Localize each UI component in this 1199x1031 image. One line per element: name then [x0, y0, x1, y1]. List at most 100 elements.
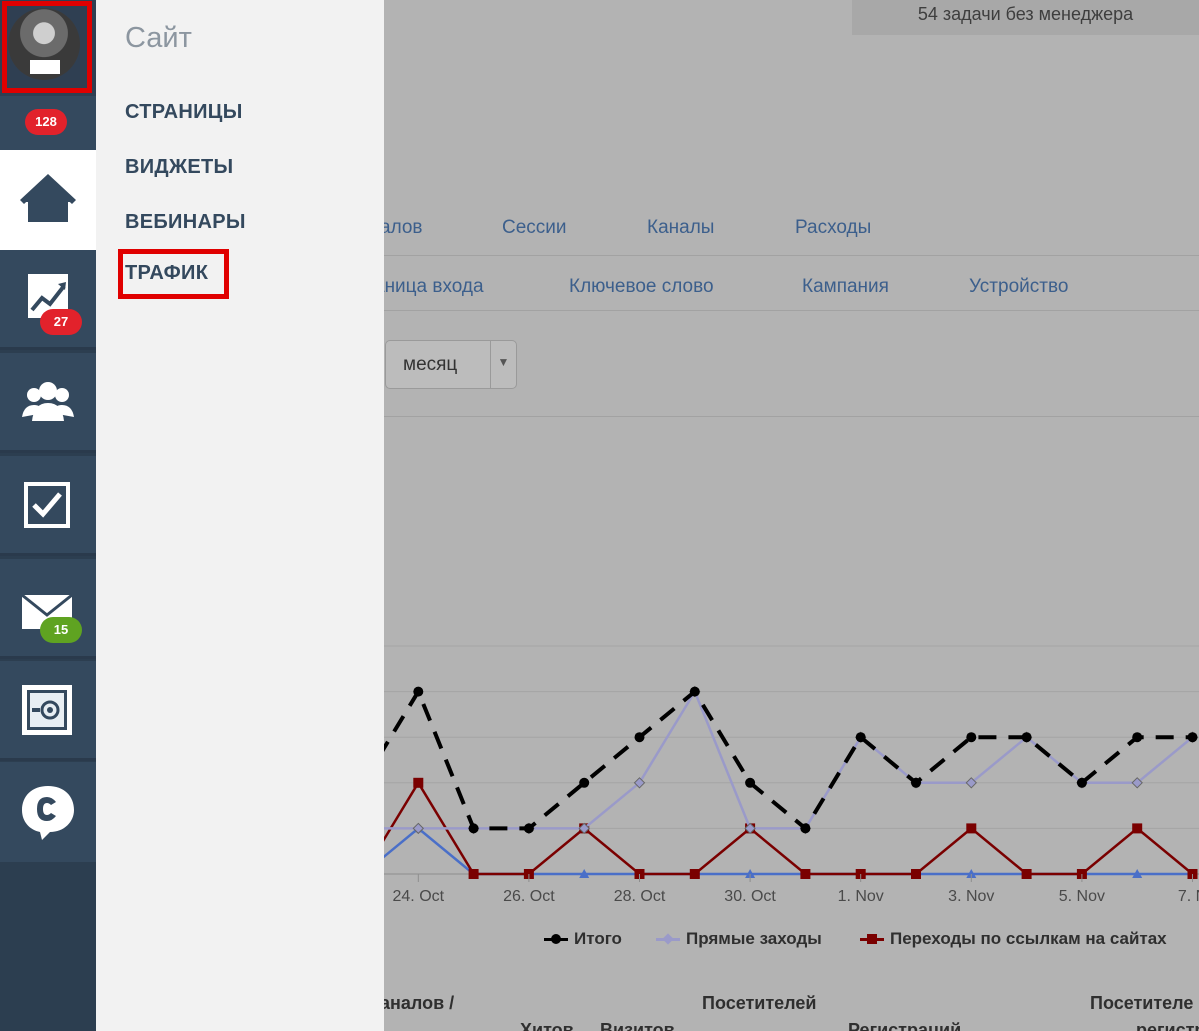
- legend-marker-total: [544, 934, 568, 945]
- tab-channels[interactable]: Каналы: [647, 217, 715, 238]
- data-point-referral: [966, 823, 977, 834]
- sidebar-item-tasks[interactable]: [0, 456, 96, 556]
- menu-title: Сайт: [125, 22, 192, 54]
- sidebar-item-safe[interactable]: [0, 661, 96, 761]
- data-point-direct: [965, 777, 978, 789]
- data-point-referral: [1021, 869, 1032, 879]
- data-point-direct: [412, 822, 425, 835]
- tasks-without-manager[interactable]: 54 задачи без менеджера: [852, 0, 1199, 35]
- data-point-referral: [413, 777, 424, 788]
- data-point-total: [800, 823, 811, 834]
- x-tick-label: 3. Nov: [948, 888, 994, 905]
- period-select-value: месяц: [403, 354, 458, 375]
- data-point-total: [689, 686, 700, 697]
- table-header-visitors: Посетителей: [702, 993, 817, 1013]
- table-header-channels: аналов /: [384, 993, 455, 1013]
- data-point-referral: [800, 869, 811, 879]
- x-tick-label: 24. Oct: [393, 888, 445, 905]
- sidebar-item-chat[interactable]: [0, 762, 96, 862]
- sidebar: 128 27: [0, 0, 96, 1031]
- users-icon: [22, 382, 74, 421]
- tab-landing-page[interactable]: аница входа: [384, 276, 484, 297]
- notifications-badge[interactable]: 128: [25, 109, 67, 135]
- avatar-highlight: [2, 1, 92, 93]
- divider: [384, 416, 1199, 417]
- safe-icon: [22, 685, 72, 735]
- data-point-direct: [633, 777, 646, 789]
- data-point-total: [966, 732, 977, 743]
- tab-keyword[interactable]: Ключевое слово: [569, 276, 714, 297]
- data-point-direct: [744, 822, 756, 835]
- sidebar-item-analytics[interactable]: 27: [0, 250, 96, 350]
- site-menu-panel: Сайт СТРАНИЦЫ ВИДЖЕТЫ ВЕБИНАРЫ ТРАФИК: [96, 0, 384, 1031]
- data-point-total: [413, 686, 424, 697]
- data-point-total: [1021, 732, 1032, 743]
- table-header-visitors-2: Посетителе: [1090, 993, 1194, 1013]
- x-tick-label: 26. Oct: [503, 888, 555, 905]
- period-select[interactable]: месяц ▼: [385, 340, 517, 389]
- data-point-total: [855, 732, 866, 743]
- sidebar-item-mail[interactable]: 15: [0, 559, 96, 659]
- tab-device[interactable]: Устройство: [969, 276, 1069, 297]
- series-line-0: [384, 687, 1193, 832]
- analytics-badge: 27: [40, 309, 82, 335]
- x-tick-label: 5. Nov: [1059, 888, 1105, 905]
- x-tick-label: 1. Nov: [838, 888, 884, 905]
- menu-item-webinars[interactable]: ВЕБИНАРЫ: [125, 211, 246, 233]
- legend-label-direct: Прямые заходы: [686, 929, 822, 948]
- data-point-referral: [689, 869, 700, 879]
- data-point-total: [468, 823, 479, 834]
- chevron-down-icon[interactable]: ▼: [490, 341, 516, 388]
- data-point-total: [745, 777, 756, 788]
- menu-item-traffic[interactable]: ТРАФИК: [118, 249, 229, 299]
- data-point-referral: [1132, 823, 1143, 834]
- sidebar-bottom: [0, 863, 96, 1031]
- sidebar-item-users[interactable]: [0, 353, 96, 453]
- menu-item-widgets[interactable]: ВИДЖЕТЫ: [125, 156, 234, 178]
- data-point-referral: [468, 869, 479, 879]
- menu-item-traffic-label: ТРАФИК: [125, 262, 209, 284]
- checkbox-icon: [24, 482, 70, 528]
- chat-logo-icon: [22, 786, 74, 840]
- data-point-total: [579, 777, 590, 788]
- data-point-total: [1187, 732, 1198, 743]
- x-tick-label: 7. N: [1178, 888, 1199, 905]
- data-point-other: [579, 869, 590, 878]
- legend-item-total[interactable]: Итого: [544, 929, 622, 955]
- sidebar-item-home[interactable]: [0, 150, 96, 250]
- divider: [384, 255, 1199, 256]
- legend-item-direct[interactable]: Прямые заходы: [656, 929, 822, 955]
- data-point-total: [634, 732, 645, 743]
- data-point-other: [1132, 869, 1143, 878]
- x-tick-label: 28. Oct: [614, 888, 666, 905]
- notifications-row[interactable]: 128: [0, 96, 96, 150]
- tab-expenses[interactable]: Расходы: [795, 217, 872, 238]
- data-point-total: [523, 823, 534, 834]
- data-point-direct: [1131, 777, 1143, 789]
- table-subheader-registrations: Регистраций: [848, 1020, 962, 1031]
- traffic-chart: 24. Oct 26. Oct 28. Oct 30. Oct 1. Nov 3. Nov…: [384, 645, 1199, 905]
- tab-campaign[interactable]: Кампания: [802, 276, 889, 297]
- legend-label-referral: Переходы по ссылкам на сайтах: [890, 929, 1167, 948]
- data-point-referral: [911, 869, 921, 879]
- table-subheader-hits: Хитов: [520, 1020, 574, 1031]
- series-line-1: [384, 688, 1194, 830]
- data-point-other: [745, 869, 756, 878]
- legend-item-referral[interactable]: Переходы по ссылкам на сайтах: [860, 929, 1167, 955]
- table-subheader-visits: Визитов: [600, 1020, 675, 1031]
- legend-marker-referral: [860, 934, 884, 945]
- table-subheader-registrations-2: регистра: [1136, 1020, 1199, 1031]
- legend-marker-direct: [656, 933, 680, 945]
- x-tick-label: 30. Oct: [724, 888, 776, 905]
- series-line-2: [384, 780, 1194, 876]
- data-point-total: [1132, 732, 1143, 743]
- data-point-direct: [578, 822, 590, 835]
- avatar[interactable]: [8, 8, 80, 80]
- menu-item-pages[interactable]: СТРАНИЦЫ: [125, 101, 243, 123]
- tab-sessions[interactable]: Сессии: [502, 217, 567, 238]
- data-point-other: [966, 869, 977, 878]
- series-line-3: [384, 826, 1193, 876]
- tab-channels-partial[interactable]: алов: [384, 217, 423, 238]
- profile-area[interactable]: [0, 0, 96, 96]
- data-point-total: [911, 777, 921, 788]
